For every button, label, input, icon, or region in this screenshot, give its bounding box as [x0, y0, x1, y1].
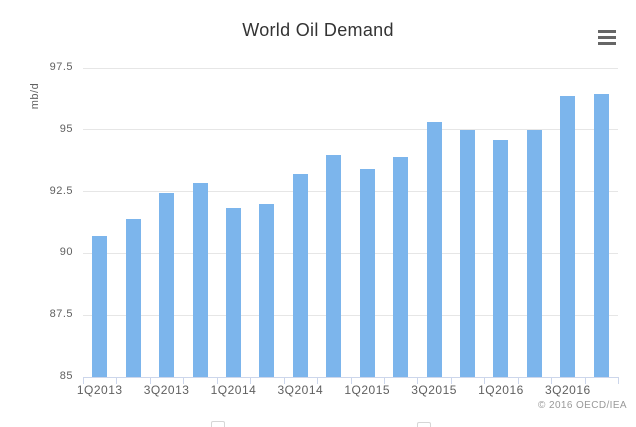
- bar-1Q2014[interactable]: [225, 207, 241, 377]
- bar-2Q2014[interactable]: [259, 203, 275, 377]
- x-axis-tick-label: 3Q2015: [411, 383, 457, 397]
- bar-1Q2013[interactable]: [92, 236, 108, 377]
- y-gridline: [83, 129, 618, 131]
- x-axis-tick-label: 3Q2014: [277, 383, 324, 397]
- x-axis-tick: [250, 378, 252, 384]
- y-gridline: [83, 314, 618, 316]
- y-axis-tick-label: 85: [59, 370, 73, 382]
- hamburger-stripe: [598, 29, 616, 33]
- credits-label: © 2016 OECD/IEA: [538, 400, 627, 411]
- chart-title: World Oil Demand: [242, 20, 394, 40]
- x-axis-tick: [450, 378, 452, 384]
- x-axis-tick-label: 3Q2013: [143, 383, 190, 397]
- x-axis-tick: [517, 378, 519, 384]
- y-gridline: [83, 67, 618, 69]
- x-axis-tick-label: 1Q2015: [344, 383, 391, 397]
- y-gridline: [83, 191, 618, 193]
- x-axis-tick: [551, 378, 553, 384]
- broken-image-placeholder-icon: [417, 422, 431, 427]
- bar-2Q2016[interactable]: [526, 129, 542, 377]
- x-axis-tick-label: 1Q2014: [210, 383, 257, 397]
- y-axis-tick-label: 90: [59, 246, 73, 259]
- bar-1Q2015[interactable]: [359, 169, 375, 377]
- x-axis-tick: [116, 378, 118, 384]
- chart-context-menu-button[interactable]: [594, 24, 620, 50]
- bar-3Q2013[interactable]: [159, 192, 175, 377]
- x-axis-tick: [149, 378, 151, 384]
- broken-image-placeholder-icon: [211, 421, 225, 427]
- y-axis-tick-label: 95: [59, 122, 73, 135]
- x-axis-tick: [216, 378, 218, 384]
- x-axis-tick-label: 3Q2016: [544, 383, 591, 397]
- bar-1Q2016[interactable]: [493, 139, 509, 377]
- x-axis-tick: [350, 378, 352, 384]
- x-axis-tick: [584, 378, 586, 384]
- y-axis-tick-label: 97.5: [49, 61, 73, 73]
- x-axis-tick: [317, 378, 319, 384]
- x-axis-tick: [283, 378, 285, 384]
- bar-3Q2015[interactable]: [426, 122, 442, 377]
- hamburger-stripe: [598, 35, 616, 39]
- x-axis-tick: [383, 378, 385, 384]
- y-axis-tick-label: 87.5: [49, 308, 73, 321]
- y-axis-title: mb/d: [29, 82, 41, 110]
- x-axis-tick-label: 1Q2016: [478, 383, 524, 397]
- hamburger-menu-icon: [598, 29, 616, 45]
- hamburger-stripe: [598, 41, 616, 45]
- x-axis-tick: [618, 378, 619, 384]
- x-axis-tick: [484, 378, 486, 384]
- bar-3Q2016[interactable]: [560, 96, 576, 377]
- bar-3Q2014[interactable]: [292, 174, 308, 377]
- bar-4Q2014[interactable]: [326, 154, 342, 377]
- bar-4Q2016[interactable]: [593, 93, 609, 377]
- bar-4Q2015[interactable]: [460, 129, 476, 377]
- bar-2Q2015[interactable]: [393, 156, 409, 377]
- x-axis-line: [83, 377, 619, 378]
- x-axis-tick: [83, 378, 84, 384]
- y-gridline: [83, 252, 618, 254]
- bar-4Q2013[interactable]: [192, 182, 208, 377]
- x-axis-tick: [417, 378, 419, 384]
- x-axis-tick-label: 1Q2013: [76, 383, 123, 397]
- y-axis-tick-label: 92.5: [49, 184, 73, 197]
- bar-2Q2013[interactable]: [125, 218, 141, 377]
- x-axis-tick: [183, 378, 185, 384]
